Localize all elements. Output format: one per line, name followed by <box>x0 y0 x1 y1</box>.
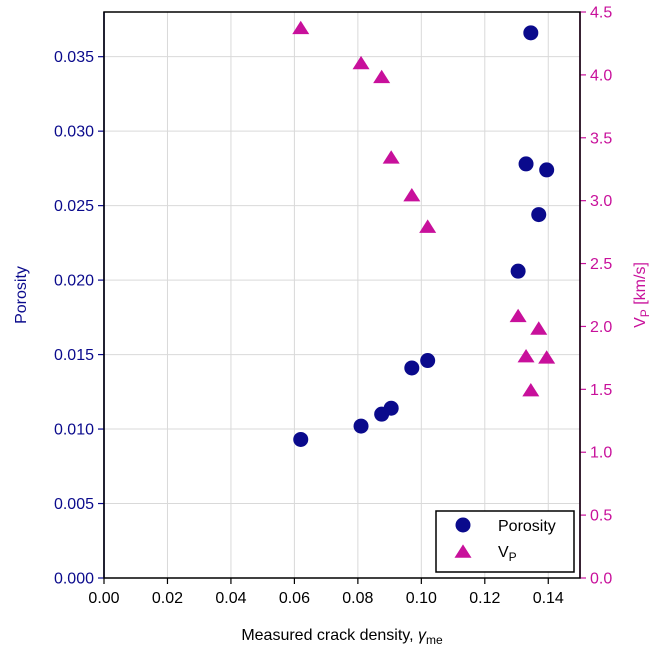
porosity-point <box>523 25 539 41</box>
vp-point <box>530 321 548 335</box>
left-y-tick-label: 0.005 <box>54 496 94 513</box>
left-y-tick-label: 0.030 <box>54 124 94 141</box>
vp-point <box>509 308 527 323</box>
x-axis-title: Measured crack density, γme <box>241 627 443 647</box>
right-y-tick-label: 1.5 <box>590 382 612 399</box>
x-tick-label: 0.12 <box>469 590 500 607</box>
left-y-axis-title: Porosity <box>13 266 30 324</box>
plot-frame <box>103 11 581 579</box>
right-y-tick-label: 4.5 <box>590 5 612 22</box>
vp-point <box>403 187 421 202</box>
x-tick-label: 0.08 <box>342 590 373 607</box>
left-y-tick-label: 0.000 <box>54 571 94 588</box>
porosity-point <box>404 360 420 376</box>
x-tick-label: 0.06 <box>279 590 310 607</box>
porosity-point <box>293 431 309 447</box>
legend: Porosity VP <box>435 510 575 573</box>
vp-point <box>352 55 370 70</box>
porosity-point <box>510 263 526 279</box>
porosity-point <box>420 353 436 369</box>
vp-point <box>292 20 310 35</box>
left-y-tick-label: 0.020 <box>54 273 94 290</box>
right-y-axis: 0.0 0.5 1.0 1.5 2.0 2.5 3.0 3.5 4.0 4.5 <box>579 5 612 588</box>
left-y-tick-label: 0.015 <box>54 347 94 364</box>
porosity-point <box>531 207 547 223</box>
x-axis: 0.00 0.02 0.04 0.06 0.08 0.10 0.12 0.14 <box>88 578 564 607</box>
vp-point <box>517 348 535 363</box>
grid <box>103 12 580 579</box>
x-tick-label: 0.04 <box>215 590 246 607</box>
porosity-point <box>539 162 555 178</box>
right-y-axis-title: VP [km/s] <box>632 262 652 328</box>
x-tick-label: 0.14 <box>533 590 564 607</box>
vp-point <box>522 382 540 397</box>
right-y-tick-label: 2.0 <box>590 319 612 336</box>
porosity-point <box>518 156 534 172</box>
right-y-tick-label: 3.0 <box>590 193 612 210</box>
x-tick-label: 0.00 <box>88 590 119 607</box>
right-y-tick-label: 3.5 <box>590 130 612 147</box>
porosity-point <box>353 418 369 434</box>
left-y-tick-label: 0.025 <box>54 198 94 215</box>
legend-porosity-label: Porosity <box>498 518 556 535</box>
right-y-tick-label: 0.5 <box>590 508 612 525</box>
porosity-point <box>383 400 399 416</box>
left-y-tick-label: 0.010 <box>54 422 94 439</box>
legend-porosity-marker <box>455 517 471 533</box>
left-y-tick-label: 0.035 <box>54 49 94 66</box>
vp-point <box>419 219 437 233</box>
vp-point <box>382 150 400 164</box>
vp-point <box>373 69 391 84</box>
vp-point <box>538 350 556 364</box>
legend-vp-label: VP <box>498 544 517 564</box>
legend-vp-marker <box>454 544 472 558</box>
data-points <box>292 20 556 447</box>
x-tick-label: 0.10 <box>406 590 437 607</box>
right-y-tick-label: 0.0 <box>590 571 612 588</box>
x-tick-label: 0.02 <box>152 590 183 607</box>
right-y-tick-label: 1.0 <box>590 445 612 462</box>
left-y-axis: 0.000 0.005 0.010 0.015 0.020 0.025 0.030 0.035 <box>54 12 105 588</box>
right-y-tick-label: 4.0 <box>590 67 612 84</box>
right-y-tick-label: 2.5 <box>590 256 612 273</box>
